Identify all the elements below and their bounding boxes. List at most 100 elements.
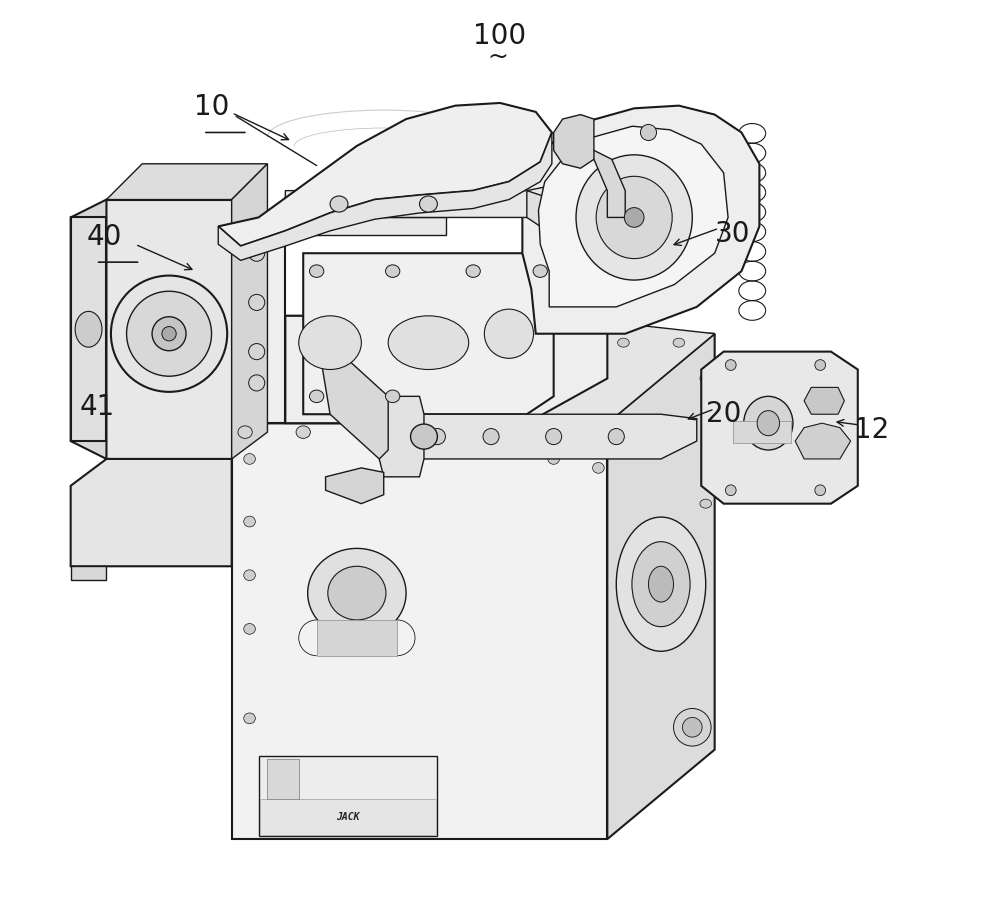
Polygon shape [106, 164, 267, 200]
Polygon shape [303, 253, 554, 414]
Ellipse shape [249, 294, 265, 310]
Text: 12: 12 [854, 417, 889, 445]
Ellipse shape [815, 485, 826, 496]
Polygon shape [285, 182, 572, 218]
Ellipse shape [529, 426, 543, 438]
Ellipse shape [682, 717, 702, 737]
Polygon shape [379, 396, 424, 477]
Ellipse shape [674, 708, 711, 746]
Ellipse shape [309, 390, 324, 402]
Ellipse shape [429, 428, 445, 445]
Ellipse shape [640, 124, 657, 140]
Ellipse shape [244, 624, 255, 634]
Ellipse shape [596, 176, 672, 258]
Ellipse shape [466, 265, 480, 277]
Ellipse shape [632, 542, 690, 626]
Ellipse shape [648, 566, 674, 602]
Ellipse shape [548, 454, 559, 464]
Text: 40: 40 [87, 223, 122, 251]
Ellipse shape [420, 196, 437, 212]
Ellipse shape [249, 375, 265, 391]
Text: 30: 30 [715, 220, 750, 248]
Ellipse shape [673, 338, 685, 347]
Ellipse shape [244, 454, 255, 464]
Ellipse shape [700, 374, 712, 382]
Ellipse shape [386, 390, 400, 402]
Ellipse shape [386, 265, 400, 277]
Polygon shape [317, 620, 397, 656]
Polygon shape [607, 334, 715, 839]
Text: 41: 41 [80, 393, 115, 421]
Ellipse shape [587, 426, 601, 438]
Bar [260, 799, 436, 834]
Polygon shape [527, 191, 607, 253]
Ellipse shape [815, 360, 826, 371]
Polygon shape [795, 423, 851, 459]
Ellipse shape [616, 518, 706, 652]
Polygon shape [232, 164, 267, 459]
Polygon shape [572, 146, 625, 218]
Polygon shape [321, 352, 388, 459]
Ellipse shape [388, 316, 469, 370]
Polygon shape [232, 334, 715, 423]
Ellipse shape [725, 485, 736, 496]
Ellipse shape [624, 208, 644, 228]
Bar [258, 756, 437, 836]
Polygon shape [232, 218, 446, 235]
Ellipse shape [309, 265, 324, 277]
Polygon shape [538, 126, 728, 307]
Ellipse shape [249, 245, 265, 261]
Ellipse shape [127, 292, 212, 376]
Polygon shape [522, 105, 759, 334]
Ellipse shape [608, 428, 624, 445]
Polygon shape [701, 352, 858, 504]
Ellipse shape [244, 517, 255, 526]
Ellipse shape [308, 548, 406, 638]
Ellipse shape [296, 426, 310, 438]
Bar [733, 421, 791, 443]
Ellipse shape [700, 500, 712, 508]
Ellipse shape [244, 713, 255, 724]
Ellipse shape [328, 566, 386, 620]
Ellipse shape [411, 424, 437, 449]
Polygon shape [71, 459, 232, 566]
Text: 10: 10 [194, 94, 230, 122]
Ellipse shape [744, 396, 793, 450]
Polygon shape [218, 132, 552, 260]
Ellipse shape [249, 344, 265, 360]
Ellipse shape [725, 360, 736, 371]
Polygon shape [804, 387, 844, 414]
Polygon shape [455, 316, 715, 423]
Ellipse shape [533, 265, 547, 277]
Ellipse shape [484, 309, 534, 358]
Polygon shape [71, 218, 106, 441]
Ellipse shape [75, 311, 102, 347]
Polygon shape [285, 316, 607, 423]
Ellipse shape [111, 275, 227, 392]
Ellipse shape [757, 410, 780, 436]
Polygon shape [232, 316, 554, 423]
Polygon shape [326, 468, 384, 504]
Polygon shape [232, 423, 607, 839]
Polygon shape [71, 200, 106, 459]
Ellipse shape [546, 428, 562, 445]
Text: 20: 20 [706, 400, 741, 428]
Ellipse shape [162, 327, 176, 341]
Text: 100: 100 [473, 22, 527, 50]
Polygon shape [106, 200, 232, 459]
Polygon shape [218, 103, 552, 246]
Polygon shape [402, 414, 697, 459]
Bar [267, 759, 299, 799]
Ellipse shape [576, 155, 692, 280]
Polygon shape [71, 566, 106, 580]
Text: ~: ~ [488, 44, 509, 68]
Ellipse shape [618, 338, 629, 347]
Ellipse shape [299, 316, 361, 370]
Ellipse shape [593, 463, 604, 473]
Text: JACK: JACK [336, 812, 360, 822]
Ellipse shape [412, 426, 427, 438]
Polygon shape [554, 114, 594, 168]
Polygon shape [232, 218, 285, 423]
Ellipse shape [244, 570, 255, 580]
Ellipse shape [152, 317, 186, 351]
